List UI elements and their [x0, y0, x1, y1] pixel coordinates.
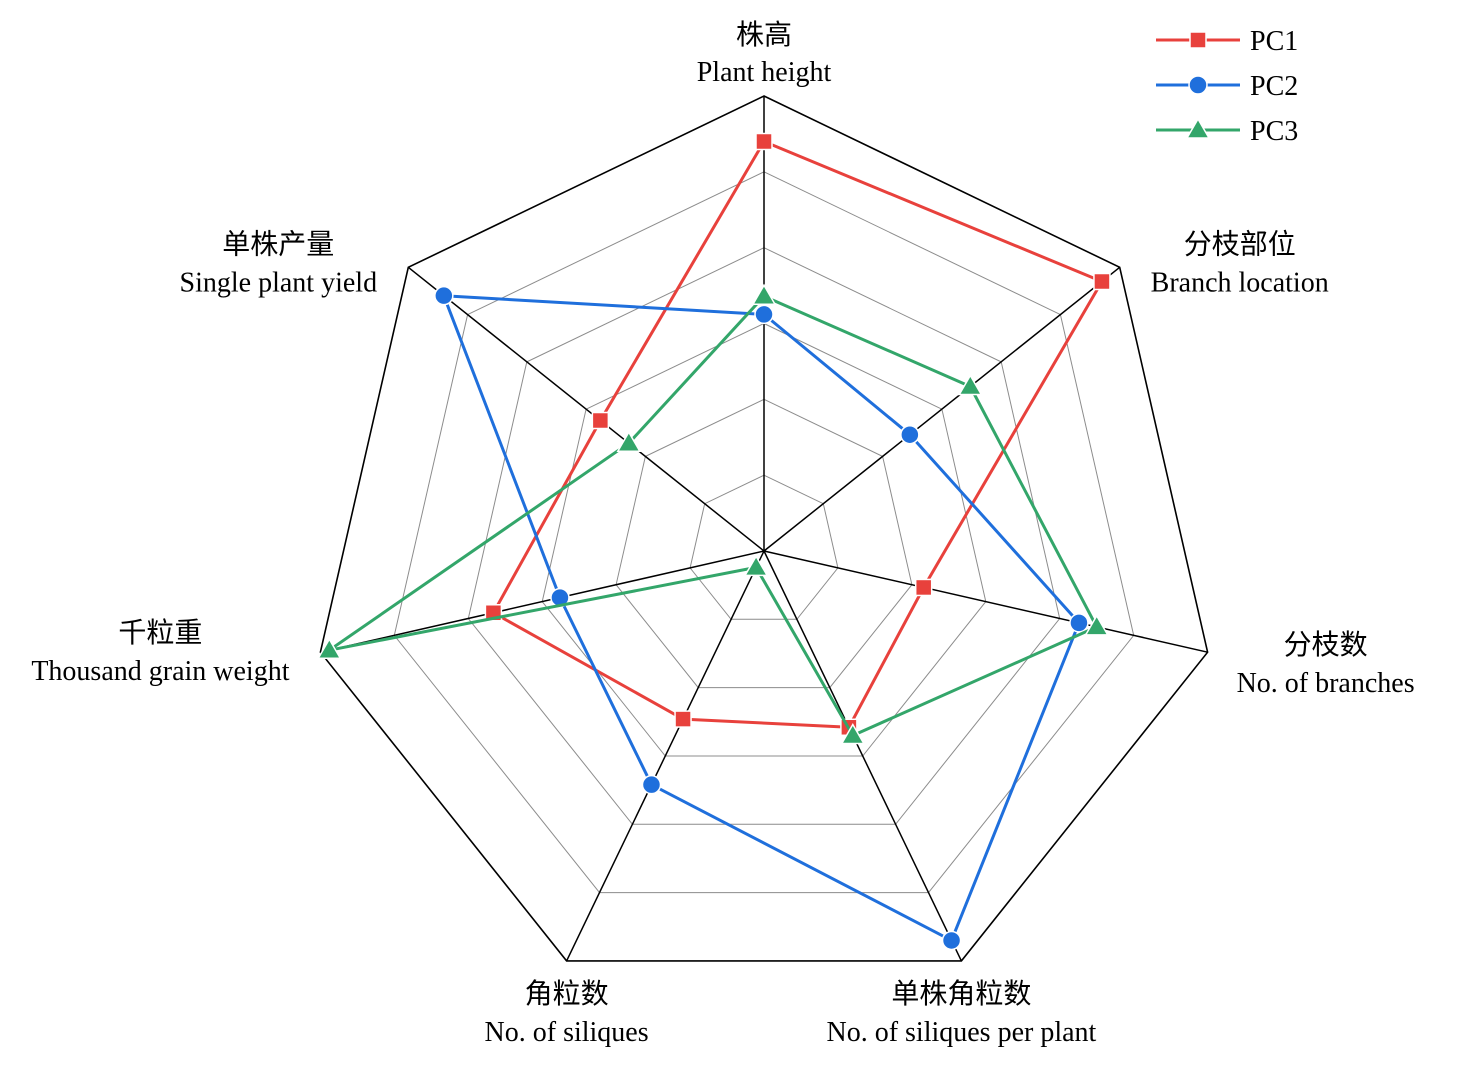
data-point-pc3-1 [751, 283, 777, 305]
legend-marker-pc1 [1189, 31, 1207, 49]
axis-labels: 株高 Plant height 分枝部位 Branch location 分枝数 No. … [31, 19, 1414, 1048]
series-line-pc3 [327, 294, 1099, 737]
series-pc3 [316, 283, 1110, 745]
data-point-pc2-5 [641, 774, 662, 795]
axis-spoke-6 [320, 550, 765, 653]
axis-label-zh-2: 分枝部位 [1184, 228, 1296, 260]
legend-marker-pc2 [1188, 75, 1208, 95]
axis-label-en-6: Thousand grain weight [31, 656, 289, 687]
data-point-pc3-6 [316, 637, 342, 659]
legend-item-pc2: PC2 [1156, 71, 1298, 102]
grid [319, 95, 1209, 962]
axis-spoke-7 [407, 266, 765, 552]
axis-label-zh-3: 分枝数 [1284, 629, 1368, 661]
axis-label-zh-4: 单株角粒数 [891, 978, 1031, 1010]
axis-label-zh-7: 单株产量 [222, 228, 334, 260]
axis-label-en-1: Plant height [697, 57, 832, 88]
axis-spoke-3 [763, 550, 1208, 653]
legend-item-pc3: PC3 [1156, 116, 1298, 147]
grid-ring-5 [393, 171, 1135, 894]
data-point-pc3-5 [743, 554, 769, 577]
axis-label-en-3: No. of branches [1237, 668, 1415, 699]
data-point-pc3-4 [840, 723, 866, 745]
data-point-pc1-2 [1093, 272, 1111, 291]
axis-label-zh-5: 角粒数 [525, 978, 609, 1010]
series-pc2 [434, 285, 1089, 951]
grid-ring-1 [689, 474, 839, 620]
data-point-pc1-3 [914, 578, 933, 597]
data-point-pc2-2 [900, 424, 920, 445]
data-point-pc1-7 [591, 411, 610, 430]
axis-spokes [320, 96, 1208, 962]
legend: PC1 PC2 PC3 [1156, 26, 1298, 147]
data-point-pc3-3 [1084, 614, 1110, 636]
series [316, 132, 1111, 951]
axis-label-en-5: No. of siliques [485, 1017, 649, 1048]
grid-ring-2 [615, 398, 913, 689]
data-point-pc3-7 [616, 430, 642, 452]
axis-spoke-2 [763, 266, 1121, 552]
axis-spoke-4 [763, 550, 963, 962]
legend-item-pc1: PC1 [1156, 26, 1298, 57]
legend-label-pc3: PC3 [1250, 116, 1298, 147]
legend-marker-pc3 [1185, 117, 1211, 139]
axis-label-en-2: Branch location [1151, 267, 1329, 298]
series-line-pc2 [442, 294, 1081, 942]
data-point-pc1-5 [674, 710, 692, 728]
series-pc1 [484, 132, 1111, 737]
axis-label-en-7: Single plant yield [180, 267, 378, 298]
data-point-pc2-3 [1069, 613, 1089, 633]
series-line-pc1 [491, 140, 1104, 729]
data-point-pc1-1 [755, 132, 773, 151]
grid-ring-6 [319, 95, 1209, 962]
grid-ring-3 [541, 322, 987, 757]
data-point-pc2-1 [754, 304, 774, 325]
data-point-pc2-4 [941, 930, 962, 951]
axis-label-zh-1: 株高 [736, 19, 792, 51]
axis-label-zh-6: 千粒重 [118, 617, 202, 649]
legend-label-pc2: PC2 [1250, 71, 1298, 102]
axis-label-en-4: No. of siliques per plant [826, 1017, 1096, 1048]
data-point-pc2-7 [434, 285, 454, 306]
axis-spoke-5 [565, 550, 765, 962]
data-point-pc3-2 [957, 374, 983, 396]
legend-label-pc1: PC1 [1250, 26, 1298, 57]
grid-ring-4 [467, 247, 1061, 825]
